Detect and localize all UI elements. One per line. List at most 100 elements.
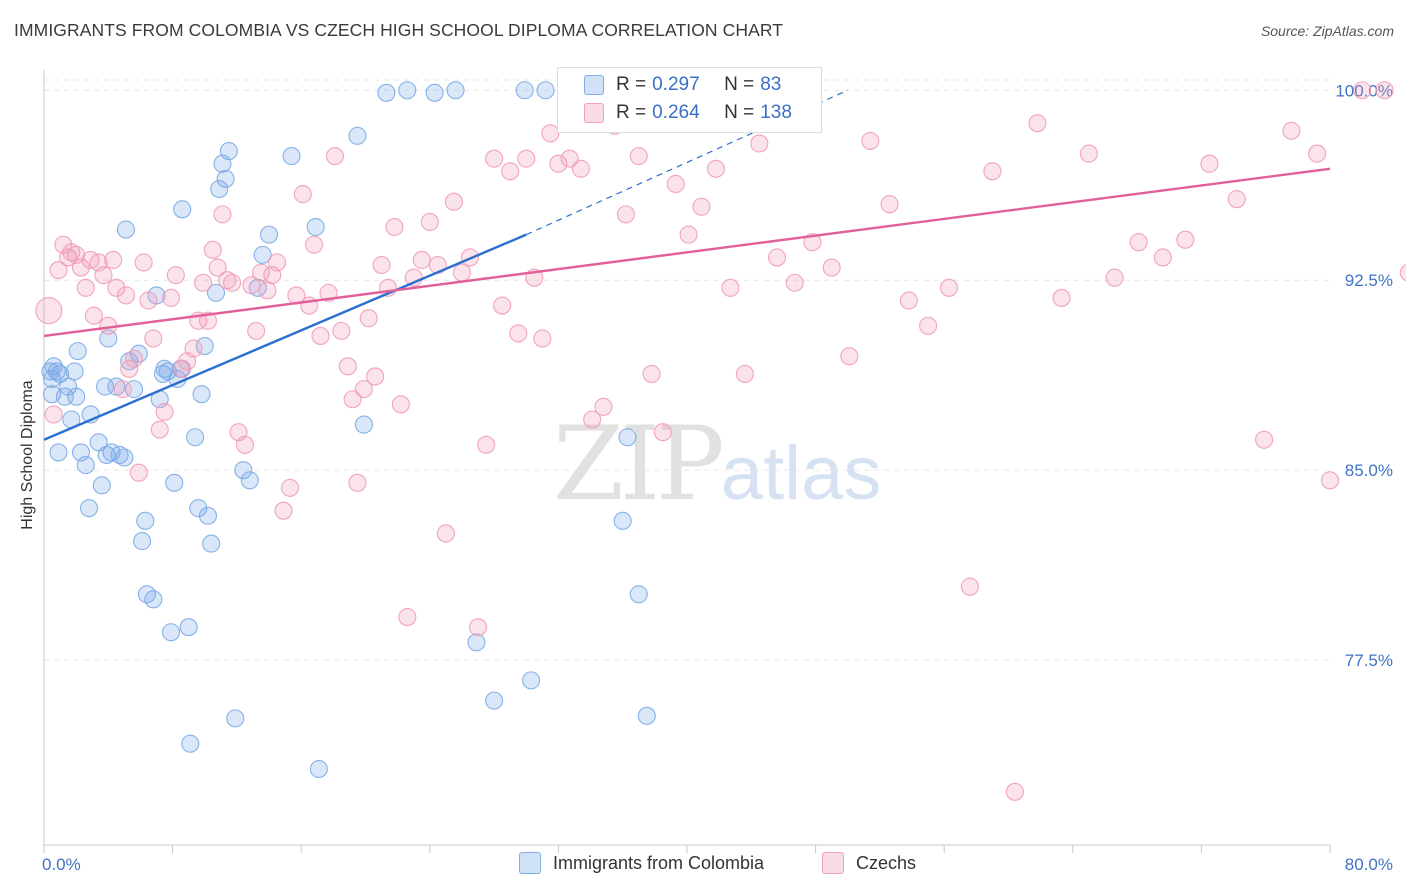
data-point-colombia [161, 623, 181, 642]
legend-item-czechs[interactable]: Czechs [822, 852, 916, 874]
data-point-czechs [161, 288, 181, 307]
data-point-czechs [452, 263, 472, 282]
data-point-czechs [359, 309, 378, 328]
data-point-czechs [319, 283, 338, 302]
data-point-czechs [305, 235, 324, 254]
data-point-czechs [120, 359, 139, 378]
data-point-czechs [517, 149, 536, 168]
data-point-czechs [412, 250, 431, 270]
data-point-czechs [107, 278, 126, 297]
data-point-czechs [293, 185, 312, 204]
stats-n-value: 83 [760, 74, 782, 95]
data-point-colombia [216, 169, 235, 188]
data-point-colombia [446, 81, 465, 100]
data-point-colombia [120, 352, 139, 371]
data-point-colombia [51, 364, 70, 383]
data-point-czechs [493, 296, 512, 315]
data-point-czechs [1320, 471, 1340, 490]
data-point-colombia [259, 225, 279, 244]
data-point-czechs [116, 286, 136, 305]
data-point-czechs [242, 276, 261, 295]
data-point-colombia [155, 359, 174, 378]
stats-box: R = 0.297 N = 83 R = 0.264 N = 138 [557, 67, 822, 133]
data-point-czechs [1227, 190, 1246, 209]
data-point-czechs [35, 297, 63, 325]
data-point-czechs [1200, 154, 1219, 173]
data-point-colombia [67, 387, 86, 406]
data-point-czechs [1129, 233, 1148, 252]
data-point-colombia [186, 428, 205, 447]
data-point-czechs [124, 349, 144, 368]
data-point-czechs [280, 478, 299, 497]
data-point-czechs [251, 263, 271, 282]
data-point-czechs [223, 273, 242, 292]
stats-r-value: 0.264 [652, 102, 700, 123]
data-point-czechs [203, 240, 222, 259]
data-point-czechs [533, 329, 552, 348]
data-point-czechs [338, 357, 357, 376]
data-point-czechs [549, 154, 568, 173]
source-credit: Source: ZipAtlas.com [1260, 23, 1394, 39]
data-point-colombia [49, 443, 68, 462]
legend-item-colombia[interactable]: Immigrants from Colombia [519, 852, 764, 874]
stats-swatch-colombia [584, 75, 604, 95]
data-point-colombia [226, 709, 245, 728]
data-point-czechs [1153, 248, 1172, 267]
data-point-colombia [282, 147, 301, 166]
data-point-czechs [444, 192, 463, 211]
trend-line-czechs [43, 167, 1331, 338]
stats-row-colombia: R = 0.297 N = 83 [558, 74, 781, 96]
data-point-colombia [79, 499, 99, 518]
stats-n-label: N = [724, 102, 755, 123]
data-point-colombia [309, 759, 328, 779]
data-point-czechs [785, 273, 804, 292]
data-point-czechs [44, 405, 63, 424]
data-point-czechs [218, 271, 237, 290]
data-point-colombia [47, 362, 66, 381]
data-point-czechs [560, 149, 579, 168]
data-point-czechs [104, 250, 123, 270]
data-point-czechs [1353, 81, 1372, 100]
data-point-czechs [332, 321, 351, 340]
data-point-czechs [583, 410, 602, 429]
stats-n-label: N = [724, 74, 755, 95]
data-point-colombia [210, 179, 229, 199]
legend-swatch-czechs [822, 852, 844, 874]
data-point-czechs [840, 347, 859, 366]
data-point-czechs [960, 577, 979, 596]
data-point-czechs [803, 233, 822, 252]
data-point-colombia [219, 141, 238, 161]
chart-title: IMMIGRANTS FROM COLOMBIA VS CZECH HIGH S… [14, 20, 784, 40]
data-point-czechs [144, 329, 163, 348]
data-point-colombia [136, 511, 155, 530]
data-point-czechs [1308, 144, 1327, 163]
data-point-czechs [71, 258, 91, 277]
data-point-czechs [94, 266, 113, 285]
trend-extension-colombia [526, 89, 848, 236]
data-point-czechs [1079, 144, 1098, 163]
data-point-czechs [213, 205, 232, 224]
data-point-colombia [306, 217, 325, 237]
data-point-czechs [184, 339, 203, 358]
data-point-colombia [485, 691, 504, 710]
data-point-colombia [179, 618, 198, 637]
data-point-colombia [522, 671, 541, 690]
data-point-colombia [181, 734, 200, 753]
y-tick-label: 92.5% [1345, 271, 1393, 290]
data-point-czechs [247, 321, 266, 340]
data-point-czechs [1176, 230, 1195, 249]
watermark-atlas: atlas [720, 431, 882, 516]
data-point-colombia [240, 471, 259, 490]
data-point-colombia [97, 445, 116, 465]
data-point-czechs [1282, 121, 1301, 140]
data-point-czechs [501, 162, 520, 181]
data-point-czechs [366, 367, 385, 386]
data-point-colombia [348, 126, 367, 145]
data-point-czechs [134, 253, 153, 272]
data-point-czechs [155, 402, 174, 421]
data-point-czechs [372, 255, 391, 275]
data-point-colombia [637, 706, 656, 725]
stats-n-value: 138 [760, 102, 792, 123]
data-point-czechs [571, 159, 590, 178]
data-point-colombia [165, 473, 184, 492]
